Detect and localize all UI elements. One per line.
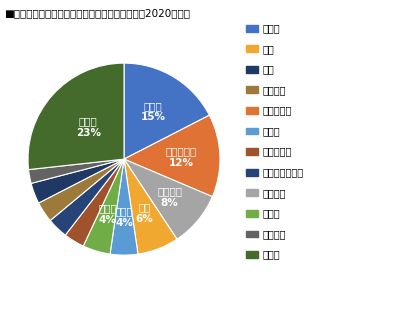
Wedge shape (65, 159, 124, 246)
Text: 尿路感染症: 尿路感染症 (263, 105, 292, 115)
Text: 食欲不振: 食欲不振 (263, 188, 286, 198)
Wedge shape (83, 159, 124, 254)
Text: 肺炎: 肺炎 (263, 44, 274, 54)
Wedge shape (124, 115, 220, 197)
Wedge shape (110, 159, 138, 255)
Text: 尿路感染症
12%: 尿路感染症 12% (166, 146, 197, 168)
Wedge shape (28, 159, 124, 183)
Text: てんかん: てんかん (263, 85, 286, 95)
Wedge shape (39, 159, 124, 221)
Text: 認知症: 認知症 (263, 208, 280, 218)
Text: 貧血: 貧血 (263, 64, 274, 74)
Text: 圧迫骨折: 圧迫骨折 (263, 229, 286, 239)
Wedge shape (124, 63, 209, 159)
Text: 電解質異常: 電解質異常 (263, 147, 292, 157)
Text: 脳卒中: 脳卒中 (263, 23, 280, 33)
Wedge shape (50, 159, 124, 235)
Wedge shape (31, 159, 124, 203)
Text: ■当科に入院するきっかけとなった疾患の割合（2020年度）: ■当科に入院するきっかけとなった疾患の割合（2020年度） (4, 8, 190, 18)
Text: 認知症
4%: 認知症 4% (115, 206, 133, 227)
Text: 肺炎
6%: 肺炎 6% (136, 202, 154, 224)
Text: 心不全: 心不全 (263, 126, 280, 136)
Wedge shape (124, 159, 212, 239)
Text: 心不全
4%: 心不全 4% (98, 203, 117, 225)
Text: 脳卒中
15%: 脳卒中 15% (140, 101, 166, 122)
Text: その他: その他 (263, 250, 280, 260)
Text: その他の感染症: その他の感染症 (263, 167, 304, 177)
Wedge shape (124, 159, 177, 254)
Wedge shape (28, 63, 124, 170)
Text: その他
23%: その他 23% (76, 116, 101, 138)
Text: 食欲不振
8%: 食欲不振 8% (157, 186, 182, 208)
